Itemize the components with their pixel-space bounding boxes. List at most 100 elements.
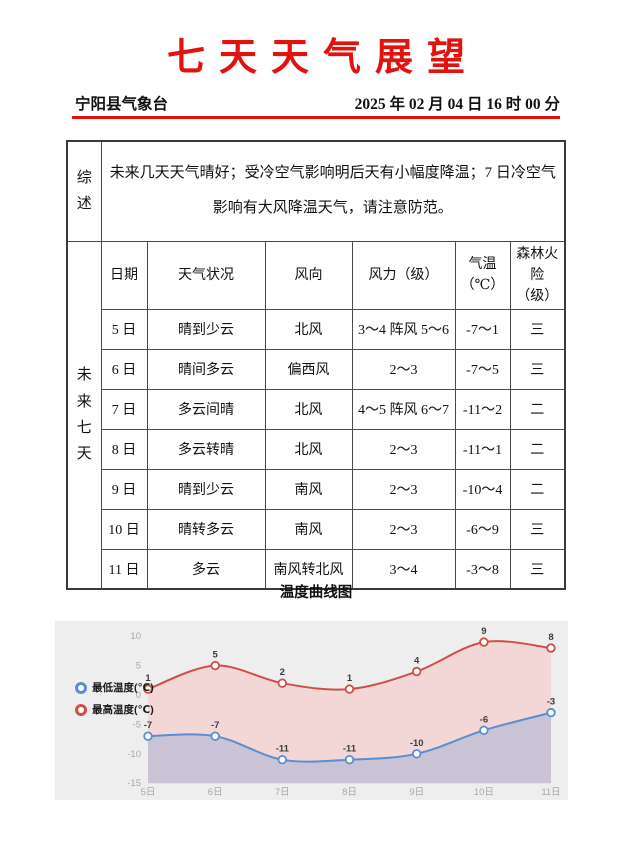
table-row: 8 日 多云转晴 北风 2～3 -11～1 二: [67, 428, 566, 470]
cell-wind-force: 3～4 阵风 5～6: [351, 308, 456, 350]
report-meta: 宁阳县气象台 2025 年 02 月 04 日 16 时 00 分: [75, 92, 560, 114]
data-point-label: 4: [414, 656, 420, 667]
cell-wind-force: 2～3: [351, 468, 456, 510]
column-header-date: 日期: [100, 240, 148, 310]
x-axis-tick-label: 5日: [141, 787, 156, 798]
cell-wind-force: 2～3: [351, 428, 456, 470]
report-datetime: 2025 年 02 月 04 日 16 时 00 分: [354, 96, 560, 113]
legend-label-min: 最低温度(℃): [92, 682, 154, 694]
cell-wind-dir: 北风: [264, 428, 353, 470]
data-point-marker: [277, 754, 287, 765]
cell-temp: -11～2: [454, 388, 511, 430]
data-point-label: -3: [547, 697, 555, 708]
forecast-table: 综述 未来几天天气晴好；受冷空气影响明后天有小幅度降温；7 日冷空气影响有大风降…: [66, 140, 567, 590]
data-point-label: 9: [481, 626, 486, 637]
temperature-chart-panel: 10 5 0 -5 -10 -15 5日 6日 7日 8日 9日 10日 11日 1 5 2 1 4 9 8 -7 -7-…: [55, 621, 568, 800]
cell-date: 7 日: [100, 388, 148, 430]
cell-wind-force: 3～4: [351, 548, 456, 590]
data-point-marker: [210, 731, 220, 741]
cell-fire-risk: 三: [509, 308, 566, 350]
cell-fire-risk: 二: [509, 428, 566, 470]
data-point-marker: [546, 643, 556, 653]
data-point-label: -7: [211, 720, 219, 731]
summary-row-label: 综述: [66, 140, 102, 242]
data-point-label: 1: [145, 673, 151, 684]
table-row: 9 日 晴到少云 南风 2～3 -10～4 二: [67, 468, 566, 510]
cell-weather: 晴到少云: [146, 468, 266, 510]
station-name: 宁阳县气象台: [75, 96, 169, 113]
data-point-marker: [143, 684, 153, 694]
table-row: 5 日 晴到少云 北风 3～4 阵风 5～6 -7～1 三: [67, 308, 566, 350]
data-point-label: -10: [410, 738, 424, 749]
data-point-marker: [412, 749, 422, 759]
cell-wind-dir: 偏西风: [264, 348, 353, 390]
summary-label-text: 综述: [76, 170, 92, 213]
x-axis-tick-label: 8日: [342, 787, 357, 798]
cell-temp: -11～1: [454, 428, 511, 470]
cell-date: 11 日: [100, 548, 148, 590]
data-point-marker: [344, 684, 355, 694]
x-axis-tick-label: 7日: [275, 787, 290, 798]
legend-item-max-temp: 最高温度(℃): [75, 702, 154, 717]
legend-label-max: 最高温度(℃): [92, 704, 154, 716]
cell-date: 10 日: [100, 508, 148, 550]
cell-fire-risk: 三: [509, 348, 566, 390]
data-point-label: -6: [480, 714, 488, 725]
cell-date: 6 日: [100, 348, 148, 390]
x-axis-tick-label: 11日: [541, 787, 560, 798]
cell-temp: -10～4: [454, 468, 511, 510]
data-point-label: 1: [347, 673, 353, 684]
cell-temp: -6～9: [454, 508, 511, 550]
column-header-wind-force: 风力（级）: [351, 240, 456, 310]
y-axis-tick-label: -5: [133, 719, 141, 730]
data-point-label: -11: [343, 744, 357, 755]
cell-temp: -7～5: [454, 348, 511, 390]
y-axis-tick-label: 10: [130, 631, 141, 642]
cell-fire-risk: 三: [509, 508, 566, 550]
chart-title: 温度曲线图: [279, 585, 353, 601]
max-temp-ring-icon: [75, 703, 87, 716]
data-point-marker: [143, 731, 153, 741]
forecast-label-text: 未来七天: [76, 367, 92, 462]
legend-item-min-temp: 最低温度(℃): [75, 680, 154, 695]
data-point-label: -11: [276, 744, 290, 755]
data-point-marker: [479, 637, 489, 647]
y-axis-tick-label: -15: [127, 778, 141, 789]
cell-wind-dir: 南风: [264, 508, 353, 550]
data-point-label: 5: [213, 650, 219, 661]
cell-fire-risk: 二: [509, 468, 566, 510]
table-row: 7 日 多云间晴 北风 4～5 阵风 6～7 -11～2 二: [67, 388, 566, 430]
y-axis-tick-label: 0: [136, 690, 141, 701]
x-axis-tick-label: 6日: [208, 787, 223, 798]
table-row: 6 日 晴间多云 偏西风 2～3 -7～5 三: [67, 348, 566, 390]
data-point-label: 8: [548, 632, 553, 643]
cell-wind-force: 4～5 阵风 6～7: [351, 388, 456, 430]
column-header-fire-risk: 森林火 险（级）: [509, 240, 566, 310]
cell-weather: 晴转多云: [146, 508, 266, 550]
y-axis-tick-label: 5: [136, 661, 141, 672]
data-point-label: -7: [144, 720, 152, 731]
data-point-marker: [210, 660, 220, 671]
cell-weather: 多云转晴: [146, 428, 266, 470]
min-temp-ring-icon: [75, 681, 87, 694]
cell-wind-dir: 北风: [264, 308, 353, 350]
series-area: [148, 712, 551, 784]
x-axis-tick-label: 9日: [409, 787, 424, 798]
data-point-marker: [344, 754, 355, 765]
cell-fire-risk: 三: [509, 548, 566, 590]
cell-date: 9 日: [100, 468, 148, 510]
table-row: 11 日 多云 南风转北风 3～4 -3～8 三: [67, 548, 566, 590]
cell-wind-force: 2～3: [351, 348, 456, 390]
data-point-marker: [277, 678, 287, 688]
cell-wind-force: 2～3: [351, 508, 456, 550]
cell-date: 5 日: [100, 308, 148, 350]
cell-weather: 晴到少云: [146, 308, 266, 350]
cell-temp: -7～1: [454, 308, 511, 350]
cell-wind-dir: 南风: [264, 468, 353, 510]
column-header-wind-dir: 风向: [264, 240, 353, 310]
data-point-marker: [479, 725, 489, 735]
column-header-weather: 天气状况: [146, 240, 266, 310]
cell-weather: 晴间多云: [146, 348, 266, 390]
cell-weather: 多云: [146, 548, 266, 590]
